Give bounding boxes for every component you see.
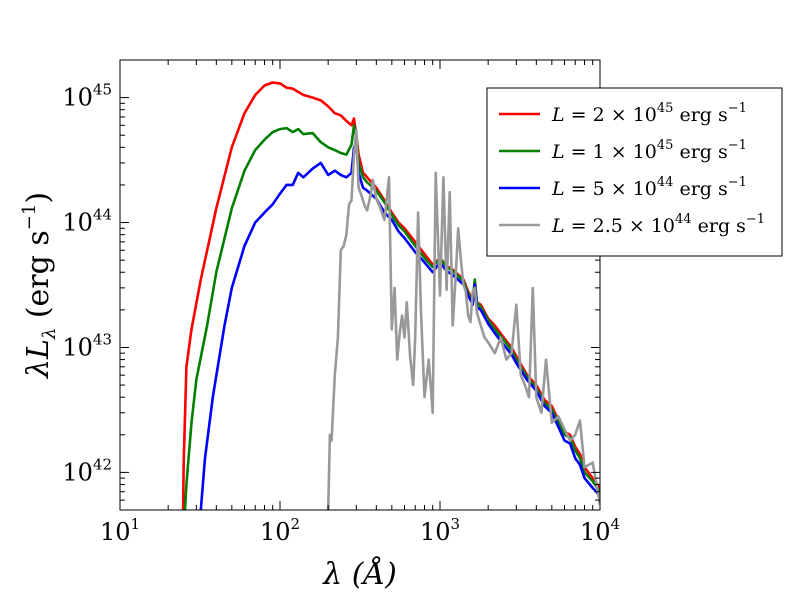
legend-label-1: L = 2 × 1045 erg s−1 xyxy=(551,101,747,126)
y-tick-label: 1042 xyxy=(62,455,112,486)
legend-label-2: L = 1 × 1045 erg s−1 xyxy=(551,138,747,163)
series-layer xyxy=(181,81,600,510)
legend-label-4: L = 2.5 × 1044 erg s−1 xyxy=(551,212,765,237)
series-line-3 xyxy=(199,142,600,510)
legend-box xyxy=(486,87,783,257)
legend-label-3: L = 5 × 1044 erg s−1 xyxy=(551,175,747,200)
x-tick-label: 104 xyxy=(580,515,620,546)
x-tick-label: 103 xyxy=(420,515,460,546)
x-axis-title: λ (Å) xyxy=(322,556,397,592)
x-tick-label: 102 xyxy=(260,515,300,546)
series-line-4 xyxy=(326,128,600,510)
x-tick-label: 101 xyxy=(100,515,140,546)
plot-frame xyxy=(119,59,601,511)
y-tick-label: 1045 xyxy=(62,81,112,112)
legend: L = 2 × 1045 erg s−1 L = 1 × 1045 erg s−1… xyxy=(486,87,783,257)
y-tick-label: 1044 xyxy=(62,206,112,237)
y-tick-label: 1043 xyxy=(62,330,112,361)
